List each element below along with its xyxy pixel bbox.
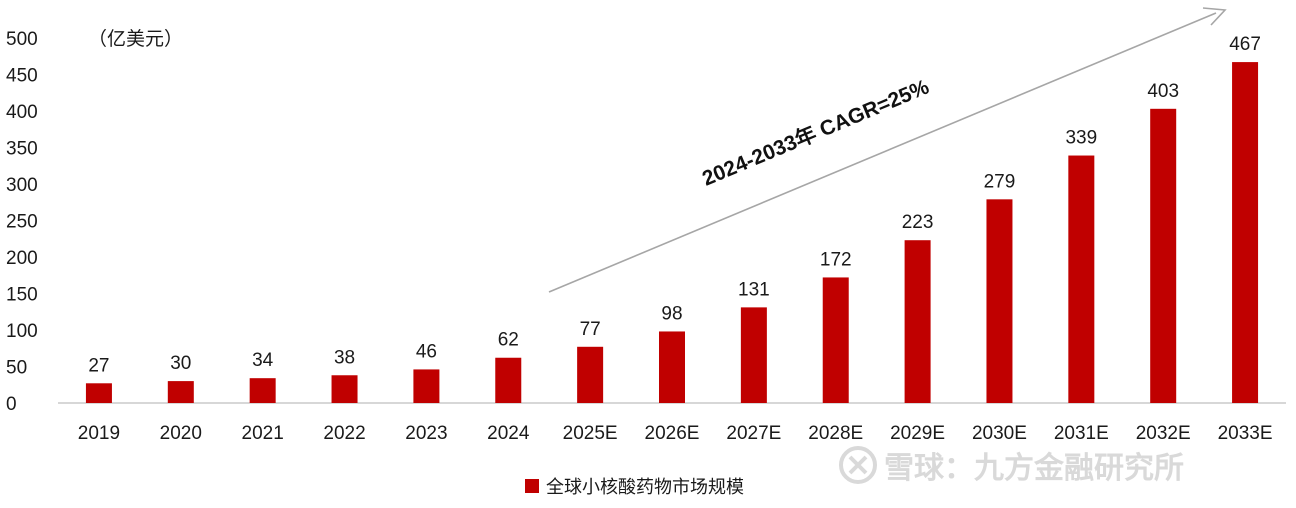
bar xyxy=(249,378,276,403)
bar xyxy=(740,307,767,403)
data-label: 223 xyxy=(902,212,934,233)
data-label: 27 xyxy=(88,355,109,376)
y-tick-label: 400 xyxy=(6,102,38,123)
y-tick-label: 500 xyxy=(6,29,38,50)
bar xyxy=(167,381,194,403)
data-label: 98 xyxy=(661,303,682,324)
x-tick-label: 2025E xyxy=(563,423,618,444)
y-axis-ticks: 0 50 100 150 200 250 300 350 400 450 500 xyxy=(6,29,38,415)
x-tick-label: 2024 xyxy=(487,423,530,444)
data-label: 46 xyxy=(416,341,437,362)
y-tick-label: 350 xyxy=(6,139,38,160)
bar xyxy=(85,383,112,403)
y-tick-label: 150 xyxy=(6,285,38,306)
watermark-text: 雪球：九方金融研究所 xyxy=(884,451,1184,485)
bars xyxy=(85,62,1259,404)
bar xyxy=(413,369,440,403)
data-label: 172 xyxy=(820,249,852,270)
data-label: 34 xyxy=(252,350,274,371)
y-tick-label: 250 xyxy=(6,212,38,233)
y-tick-label: 450 xyxy=(6,66,38,87)
y-tick-label: 300 xyxy=(6,175,38,196)
y-tick-label: 0 xyxy=(6,394,17,415)
data-label: 38 xyxy=(334,347,355,368)
legend-swatch xyxy=(525,479,539,493)
legend-label: 全球小核酸药物市场规模 xyxy=(546,477,744,497)
bar xyxy=(822,277,849,403)
y-tick-label: 100 xyxy=(6,321,38,342)
x-tick-label: 2023 xyxy=(405,423,447,444)
x-tick-label: 2032E xyxy=(1136,423,1191,444)
y-tick-label: 200 xyxy=(6,248,38,269)
x-tick-label: 2028E xyxy=(808,423,863,444)
data-label: 403 xyxy=(1147,81,1179,102)
data-label: 339 xyxy=(1065,128,1097,149)
bar xyxy=(1150,108,1177,403)
x-tick-label: 2030E xyxy=(972,423,1027,444)
x-tick-label: 2020 xyxy=(160,423,202,444)
x-tick-label: 2027E xyxy=(726,423,781,444)
unit-label: （亿美元） xyxy=(88,28,183,50)
y-tick-label: 50 xyxy=(6,358,27,379)
cagr-annotation: 2024-2033年 CAGR=25% xyxy=(548,7,1227,293)
data-label: 279 xyxy=(984,171,1016,192)
x-tick-label: 2022 xyxy=(323,423,365,444)
bar xyxy=(577,346,604,403)
data-label: 77 xyxy=(580,319,601,340)
bar xyxy=(1068,155,1095,403)
bar xyxy=(986,199,1013,403)
data-label: 30 xyxy=(170,353,191,374)
x-tick-label: 2019 xyxy=(78,423,120,444)
snowball-logo-icon xyxy=(839,446,877,484)
data-labels: 27 30 34 38 46 62 77 98 131 172 223 279 339 403 467 xyxy=(88,34,1261,376)
cagr-arrow-line xyxy=(548,12,1217,293)
bar xyxy=(904,240,931,403)
x-tick-label: 2029E xyxy=(890,423,945,444)
data-label: 467 xyxy=(1229,34,1261,55)
data-label: 131 xyxy=(738,279,770,300)
bar xyxy=(1232,62,1259,404)
x-axis-ticks: 2019 2020 2021 2022 2023 2024 2025E 2026E 2027E 2… xyxy=(78,423,1273,444)
data-label: 62 xyxy=(498,330,519,351)
x-tick-label: 2026E xyxy=(645,423,700,444)
cagr-arrow-head xyxy=(1202,7,1227,26)
legend: 全球小核酸药物市场规模 xyxy=(525,477,744,497)
bar xyxy=(495,357,522,403)
x-tick-label: 2021 xyxy=(242,423,284,444)
x-tick-label: 2033E xyxy=(1218,423,1273,444)
bar xyxy=(659,331,685,403)
watermark: 雪球：九方金融研究所 xyxy=(839,446,1184,485)
x-tick-label: 2031E xyxy=(1054,423,1109,444)
bar xyxy=(331,375,358,403)
cagr-label: 2024-2033年 CAGR=25% xyxy=(699,74,933,190)
